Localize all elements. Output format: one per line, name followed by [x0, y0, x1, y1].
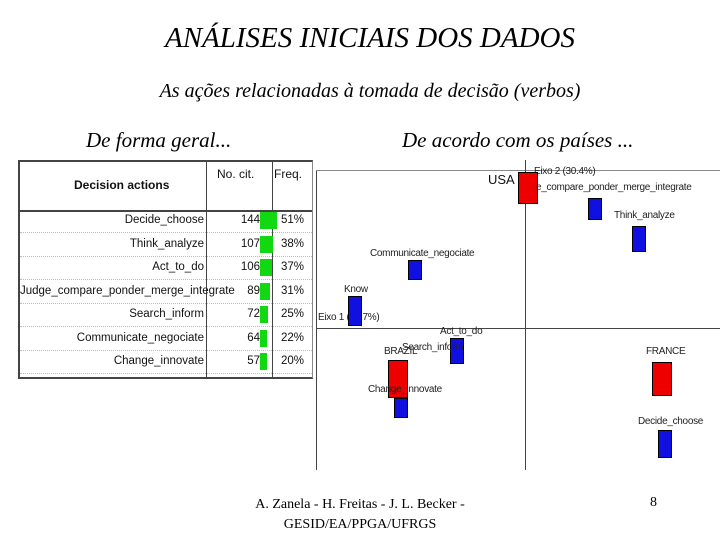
brazil-marker	[388, 360, 408, 398]
decide-marker	[658, 430, 672, 458]
right-heading: De acordo com os países ...	[402, 128, 634, 152]
row-cit: 57	[247, 355, 260, 367]
row-freq: 25%	[280, 308, 304, 320]
table-row: Change_innovate 57 20%	[20, 351, 312, 374]
change-label: Change_innovate	[368, 384, 442, 395]
usa-marker	[518, 172, 538, 204]
judge-marker	[588, 198, 602, 220]
page-number: 8	[650, 495, 657, 510]
act-label: Act_to_do	[440, 326, 483, 337]
table-row: Search_inform 72 25%	[20, 304, 312, 327]
decision-actions-table: Decision actions No. cit. Freq. Decide_c…	[18, 160, 313, 379]
search-label: Search_inform	[402, 342, 464, 353]
decide-label: Decide_choose	[638, 416, 704, 427]
table-row: Act_to_do 106 37%	[20, 257, 312, 280]
france-marker	[652, 362, 672, 396]
table-header-row: Decision actions No. cit. Freq.	[20, 162, 312, 212]
axis-2-label: Eixo 2 (30.4%)	[534, 166, 596, 177]
row-action: Decide_choose	[124, 214, 204, 226]
know-marker	[348, 296, 362, 326]
row-freq-bar	[260, 282, 270, 300]
row-freq: 20%	[280, 355, 304, 367]
axis-2-line	[525, 160, 526, 470]
table-divider	[206, 162, 207, 377]
row-freq-bar	[260, 353, 267, 370]
row-action: Think_analyze	[129, 237, 204, 250]
row-action: Judge_compare_ponder_merge_integrate	[20, 284, 235, 297]
table-row: Judge_compare_ponder_merge_integrate 89 31…	[20, 281, 312, 304]
table-row: Think_analyze 107 38%	[20, 234, 312, 257]
axis-1-line	[316, 328, 720, 329]
page-title: ANÁLISES INICIAIS DOS DADOS	[165, 22, 575, 54]
think-marker	[632, 226, 646, 252]
table-divider	[272, 162, 273, 377]
communicate-marker	[408, 260, 422, 280]
header-no-cit: No. cit.	[217, 167, 255, 181]
map-frame	[316, 170, 317, 470]
row-action: Search_inform	[129, 308, 204, 320]
correspondence-map: Eixo 2 (30.4%) Eixo 1 (69.7%) e_compare_…	[316, 160, 720, 470]
map-frame	[316, 170, 720, 171]
row-freq-bar	[260, 235, 273, 253]
header-decision-actions: Decision actions	[74, 178, 170, 192]
row-freq: 37%	[280, 261, 304, 273]
row-freq: 51%	[280, 214, 304, 226]
row-freq-bar	[260, 329, 267, 347]
page-subtitle: As ações relacionadas à tomada de decisã…	[159, 80, 581, 102]
think-label: Think_analyze	[614, 210, 675, 221]
row-freq: 31%	[280, 284, 304, 297]
row-cit: 107	[240, 237, 260, 250]
footer-line-2: GESID/EA/PPGA/UFRGS	[283, 517, 437, 532]
change-marker	[394, 398, 408, 418]
row-freq: 38%	[280, 237, 304, 250]
france-label: FRANCE	[646, 346, 686, 357]
footer-credits: A. Zanela - H. Freitas - J. L. Becker - …	[240, 495, 480, 535]
row-cit: 89	[247, 284, 260, 297]
communicate-label: Communicate_negociate	[370, 248, 475, 259]
header-freq: Freq.	[274, 167, 303, 181]
row-cit: 106	[240, 261, 260, 273]
table-row: Communicate_negociate 64 22%	[20, 328, 312, 351]
know-label: Know	[344, 284, 368, 295]
row-cit: 64	[247, 331, 260, 344]
table-row: Decide_choose 144 51%	[20, 210, 312, 233]
usa-label: USA	[488, 172, 515, 187]
row-freq-bar	[260, 259, 272, 276]
row-freq-bar	[260, 306, 268, 323]
brazil-label: BRAZIL	[384, 346, 418, 357]
row-action: Change_innovate	[113, 355, 204, 367]
row-freq: 22%	[280, 331, 304, 344]
row-freq-bar	[260, 212, 277, 229]
footer-line-1: A. Zanela - H. Freitas - J. L. Becker -	[255, 497, 465, 512]
row-action: Communicate_negociate	[76, 331, 204, 344]
row-action: Act_to_do	[152, 261, 204, 273]
judge-label: e_compare_ponder_merge_integrate	[536, 182, 692, 193]
row-cit: 72	[247, 308, 260, 320]
left-heading: De forma geral...	[86, 128, 232, 152]
row-cit: 144	[240, 214, 260, 226]
act-marker	[450, 338, 464, 364]
